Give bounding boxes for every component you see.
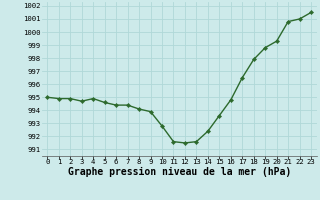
X-axis label: Graphe pression niveau de la mer (hPa): Graphe pression niveau de la mer (hPa) — [68, 167, 291, 177]
